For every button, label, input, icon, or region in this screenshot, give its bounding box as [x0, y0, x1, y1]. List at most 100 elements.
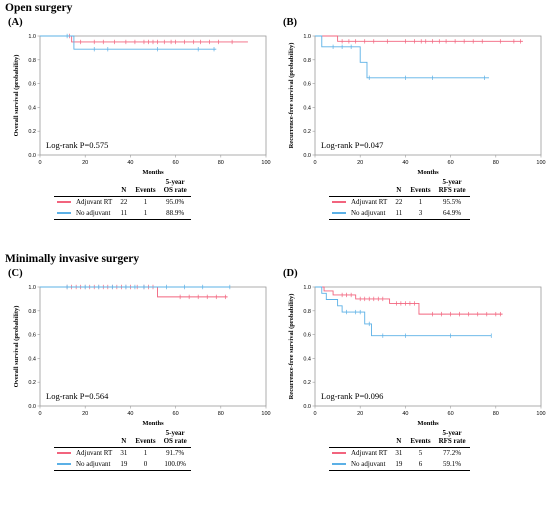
- group-rate: 64.9%: [434, 208, 470, 220]
- y-axis-title: Recurrence-free survival (probability): [288, 294, 295, 400]
- logrank-label: Log-rank P=0.564: [46, 391, 109, 401]
- y-tick-label: 0.0: [28, 404, 36, 410]
- legend-swatch-adjuvant: [57, 452, 71, 455]
- x-tick-label: 80: [218, 160, 224, 166]
- group-n: 22: [395, 198, 403, 206]
- group-n: 19: [391, 459, 407, 471]
- y-tick-label: 0.2: [28, 129, 36, 135]
- header-rate-2: RFS rate: [434, 186, 470, 197]
- legend-swatch-adjuvant: [332, 452, 346, 455]
- x-tick-label: 60: [173, 160, 179, 166]
- group-rate: 77.2%: [443, 449, 462, 457]
- panel-label: (B): [283, 17, 297, 28]
- group-events: 0: [131, 459, 160, 471]
- km-plot-b: 0 20 40 60 80 100 0.0 0.2 0.4 0.6 0.8 1.0 Months Recu…: [288, 34, 546, 176]
- y-tick-label: 0.0: [303, 404, 311, 410]
- group-n: 31: [395, 449, 403, 457]
- x-tick-label: 20: [357, 411, 363, 417]
- table-row: Adjuvant RT 31 1 91.7%: [54, 448, 191, 460]
- x-tick-label: 20: [82, 160, 88, 166]
- km-panel-a: (A) 0 20 40 60 80 100 0.0 0.2 0.4 0.6 0.8 1.0 Months…: [0, 17, 275, 262]
- header-events: Events: [131, 437, 160, 448]
- x-tick-label: 40: [127, 411, 133, 417]
- group-name: Adjuvant RT: [76, 449, 113, 457]
- y-axis-title: Overall survival (probability): [13, 55, 20, 137]
- y-tick-label: 0.8: [303, 309, 311, 315]
- x-tick-label: 0: [313, 160, 316, 166]
- plot-frame: [39, 35, 267, 156]
- header-events: Events: [406, 186, 435, 197]
- group-name: Adjuvant RT: [351, 198, 388, 206]
- x-tick-label: 100: [261, 411, 270, 417]
- survival-curve-adjuvant: [315, 286, 503, 315]
- x-tick-label: 60: [173, 411, 179, 417]
- x-tick-label: 20: [357, 160, 363, 166]
- group-name: No adjuvant: [76, 460, 111, 468]
- stats-table-d: 5-year N Events RFS rate Adjuvant RT 31 …: [329, 429, 470, 471]
- y-tick-label: 1.0: [303, 34, 311, 40]
- y-tick-label: 0.2: [28, 380, 36, 386]
- group-events: 1: [131, 208, 160, 220]
- panel-label: (D): [283, 268, 298, 279]
- group-rate: 91.7%: [166, 449, 185, 457]
- km-panel-d: (D) 0 20 40 60 80 100 0.0 0.2 0.4 0.6 0.8 1.0 Months…: [275, 268, 550, 513]
- y-tick-label: 0.0: [28, 153, 36, 159]
- x-tick-label: 100: [536, 411, 545, 417]
- km-panel-b: (B) 0 20 40 60 80 100 0.0 0.2 0.4 0.6 0.8 1.0 Months…: [275, 17, 550, 262]
- y-tick-label: 0.4: [28, 356, 36, 362]
- legend-swatch-no-adjuvant: [332, 463, 346, 466]
- y-tick-label: 0.6: [28, 333, 36, 339]
- x-tick-label: 80: [493, 160, 499, 166]
- x-tick-label: 100: [536, 160, 545, 166]
- x-tick-label: 80: [493, 411, 499, 417]
- group-events: 6: [406, 459, 435, 471]
- x-tick-label: 20: [82, 411, 88, 417]
- table-row: No adjuvant 19 0 100.0%: [54, 459, 191, 471]
- x-axis-title: Months: [142, 169, 164, 176]
- group-name: Adjuvant RT: [351, 449, 388, 457]
- plot-frame: [314, 35, 542, 156]
- km-plot-a: 0 20 40 60 80 100 0.0 0.2 0.4 0.6 0.8 1.0 Months Over…: [13, 33, 271, 176]
- x-tick-label: 100: [261, 160, 270, 166]
- survival-curve-no-adjuvant: [315, 286, 492, 337]
- group-n: 19: [116, 459, 132, 471]
- group-events: 1: [143, 449, 148, 457]
- y-tick-label: 1.0: [28, 285, 36, 291]
- x-tick-label: 80: [218, 411, 224, 417]
- header-rate-1: 5-year: [442, 429, 462, 437]
- group-events: 5: [418, 449, 423, 457]
- y-tick-label: 0.8: [303, 58, 311, 64]
- group-n: 31: [120, 449, 128, 457]
- y-tick-label: 0.2: [303, 129, 311, 135]
- group-name: No adjuvant: [351, 460, 386, 468]
- survival-curve-adjuvant: [40, 286, 228, 298]
- survival-curve-no-adjuvant: [315, 35, 490, 79]
- y-tick-label: 0.2: [303, 380, 311, 386]
- y-axis-title: Overall survival (probability): [13, 306, 20, 388]
- header-events: Events: [131, 186, 160, 197]
- y-tick-label: 0.8: [28, 309, 36, 315]
- group-events: 1: [418, 198, 423, 206]
- group-name: No adjuvant: [351, 209, 386, 217]
- group-events: 3: [406, 208, 435, 220]
- group-events: 1: [143, 198, 148, 206]
- group-n: 11: [116, 208, 132, 220]
- section-title-mis: Minimally invasive surgery: [5, 253, 140, 265]
- y-axis-title: Recurrence-free survival (probability): [288, 43, 295, 149]
- group-rate: 59.1%: [434, 459, 470, 471]
- section-title-open: Open surgery: [5, 2, 73, 14]
- group-rate: 95.5%: [443, 198, 462, 206]
- logrank-label: Log-rank P=0.575: [46, 140, 108, 150]
- header-n: N: [116, 186, 132, 197]
- stats-table-c: 5-year N Events OS rate Adjuvant RT 31 1…: [54, 429, 191, 471]
- header-rate-1: 5-year: [165, 178, 185, 186]
- header-rate-2: RFS rate: [434, 437, 470, 448]
- y-tick-label: 0.4: [28, 105, 36, 111]
- x-tick-label: 0: [38, 411, 41, 417]
- legend-swatch-adjuvant: [57, 201, 71, 204]
- plot-frame: [39, 286, 267, 407]
- x-tick-label: 60: [448, 411, 454, 417]
- group-n: 11: [391, 208, 407, 220]
- legend-swatch-no-adjuvant: [57, 212, 71, 215]
- x-axis-title: Months: [142, 420, 164, 427]
